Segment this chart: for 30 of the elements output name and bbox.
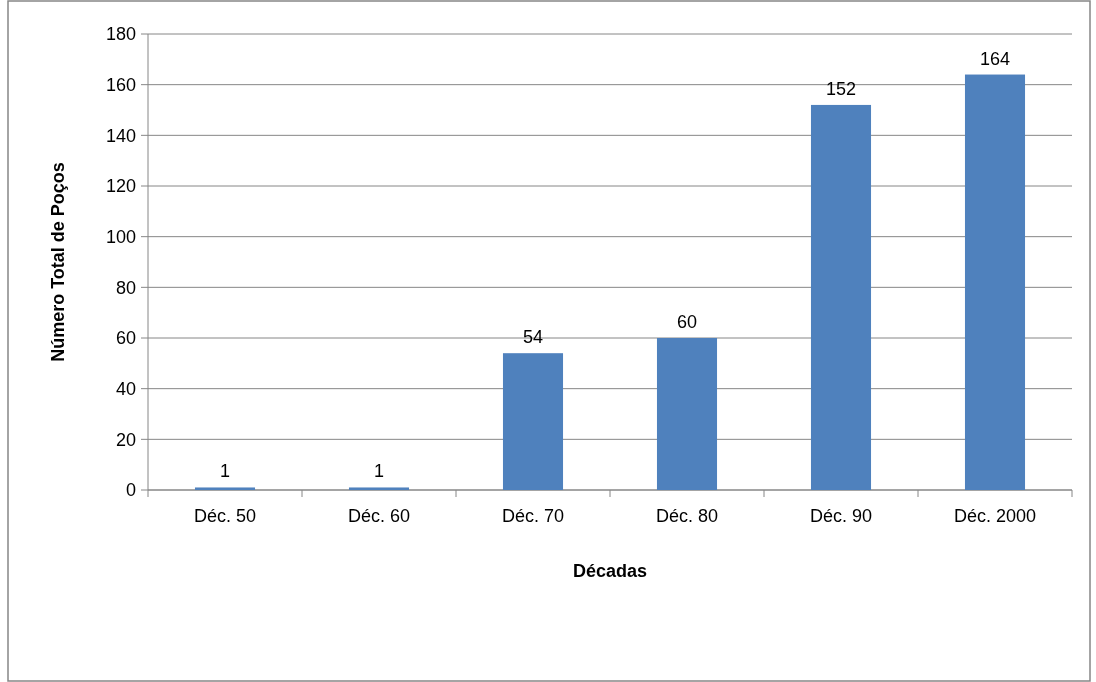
bar [810, 104, 872, 490]
bar [348, 487, 410, 490]
x-tick-label: Déc. 2000 [953, 506, 1037, 526]
bar [964, 74, 1026, 490]
y-tick-label: 80 [115, 277, 136, 298]
y-tick-label: 60 [115, 328, 136, 349]
data-label: 164 [979, 48, 1011, 69]
y-tick-label: 160 [105, 74, 136, 95]
y-tick-label: 20 [115, 429, 136, 450]
y-tick-label: 40 [115, 378, 136, 399]
data-label: 152 [825, 78, 857, 99]
x-tick-label: Déc. 50 [193, 506, 257, 526]
data-label: 54 [522, 327, 544, 348]
y-tick-label: 180 [105, 24, 136, 45]
x-tick-label: Déc. 70 [501, 506, 565, 526]
bar [656, 338, 718, 490]
x-tick-label: Déc. 80 [655, 506, 719, 526]
y-tick-label: 120 [105, 176, 136, 197]
x-tick-label: Déc. 90 [809, 506, 873, 526]
data-label: 1 [373, 461, 385, 482]
y-tick-label: 140 [105, 125, 136, 146]
x-axis-title: Décadas [572, 561, 648, 581]
y-tick-label: 0 [125, 480, 136, 501]
x-tick-label: Déc. 60 [347, 506, 411, 526]
y-axis-title: Número Total de Poços [48, 162, 68, 362]
data-label: 60 [676, 312, 698, 332]
bar [194, 487, 256, 490]
bar [502, 353, 564, 490]
y-tick-label: 100 [105, 226, 136, 247]
data-label: 1 [219, 461, 231, 482]
